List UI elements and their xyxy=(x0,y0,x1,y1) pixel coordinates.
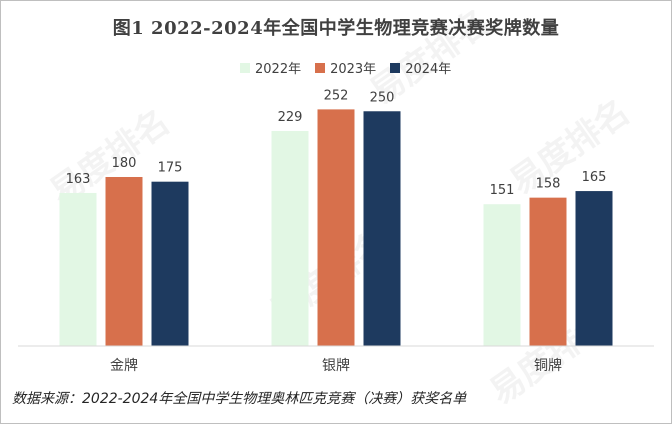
data-label-gold-2023: 180 xyxy=(112,156,137,171)
data-label-silver-2024: 250 xyxy=(370,90,395,105)
legend-item-2024: 2024年 xyxy=(390,58,451,77)
data-label-bronze-2023: 158 xyxy=(536,177,561,192)
chart-legend: 2022年 2023年 2024年 xyxy=(240,58,451,77)
legend-swatch-2023 xyxy=(315,62,326,73)
legend-item-2022: 2022年 xyxy=(240,58,301,77)
data-label-gold-2024: 175 xyxy=(158,161,183,176)
bar-gold-2023 xyxy=(105,176,143,346)
bar-bronze-2024 xyxy=(575,191,613,346)
x-tick-label-gold: 金牌 xyxy=(110,357,138,374)
data-label-bronze-2022: 151 xyxy=(490,183,515,198)
x-tick-label-silver: 银牌 xyxy=(322,357,350,374)
bar-gold-2024 xyxy=(151,181,189,346)
bar-gold-2022 xyxy=(59,192,97,346)
legend-label-2024: 2024年 xyxy=(405,62,452,77)
bar-bronze-2023 xyxy=(529,197,567,346)
bar-silver-2022 xyxy=(271,130,309,346)
data-label-silver-2022: 229 xyxy=(278,110,303,125)
x-tick-label-bronze: 铜牌 xyxy=(534,357,562,374)
legend-label-2022: 2022年 xyxy=(255,62,302,77)
bar-silver-2023 xyxy=(317,109,355,346)
data-source-note: 数据来源：2022-2024年全国中学生物理奥林匹克竞赛（决赛）获奖名单 xyxy=(12,391,467,407)
data-label-silver-2023: 252 xyxy=(324,88,349,103)
bar-bronze-2022 xyxy=(483,204,521,346)
legend-label-2023: 2023年 xyxy=(330,62,377,77)
data-label-bronze-2024: 165 xyxy=(582,170,607,185)
legend-swatch-2022 xyxy=(240,62,250,73)
chart-title: 图1 2022-2024年全国中学生物理竞赛决赛奖牌数量 xyxy=(112,18,560,39)
bar-silver-2024 xyxy=(363,111,401,346)
legend-item-2023: 2023年 xyxy=(315,58,376,77)
data-label-gold-2022: 163 xyxy=(66,172,91,187)
legend-swatch-2024 xyxy=(390,62,401,73)
